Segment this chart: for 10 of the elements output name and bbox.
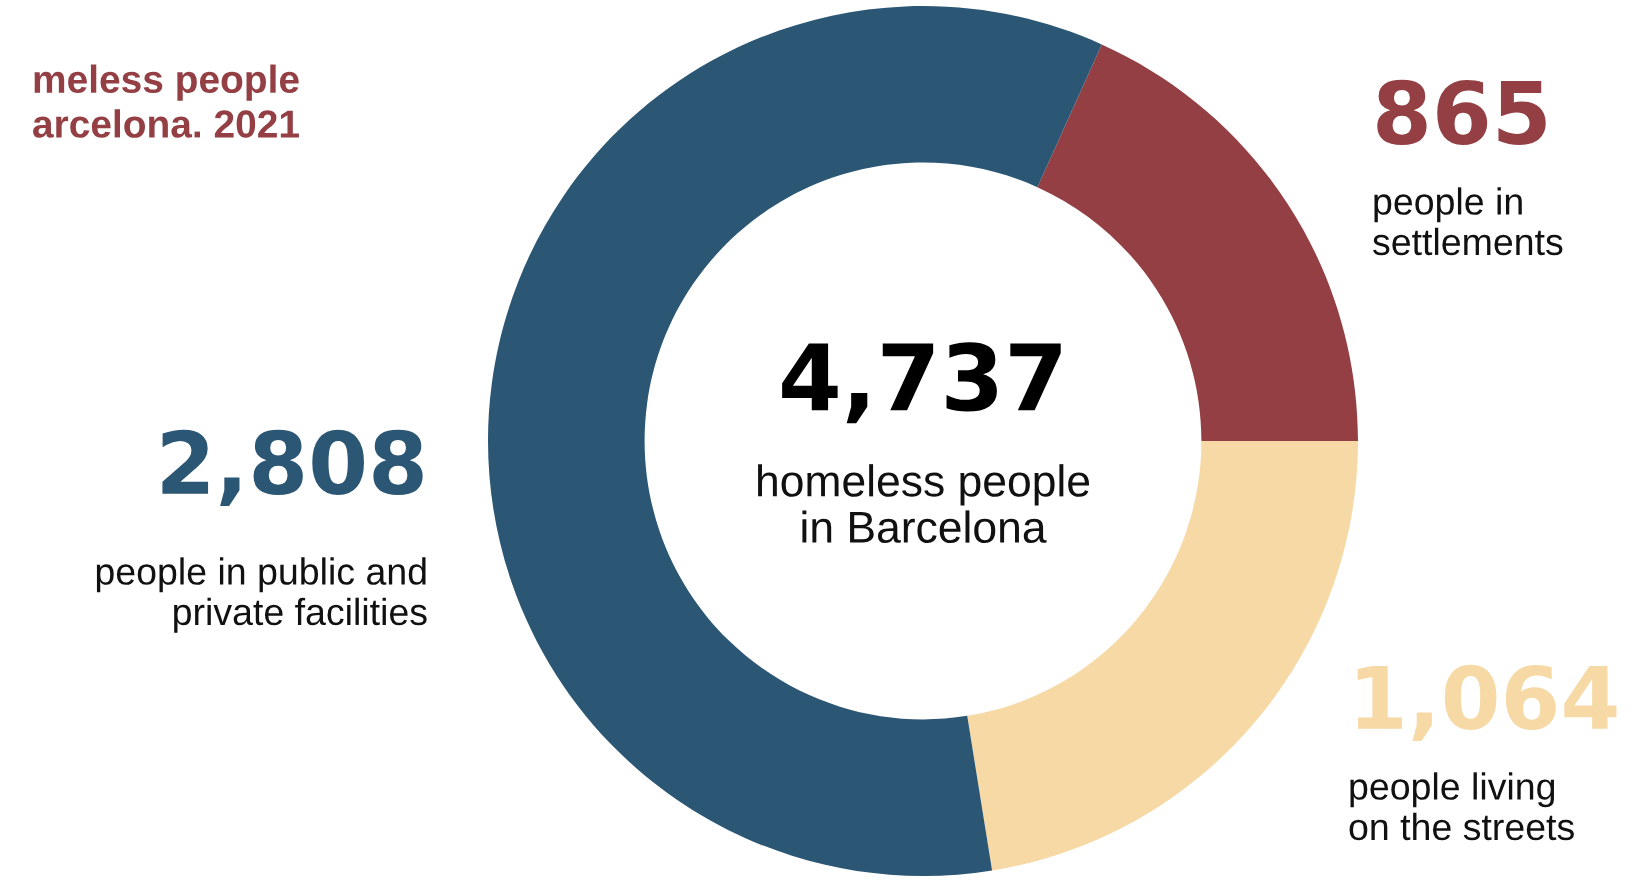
slice-label: people living on the streets: [1349, 772, 1574, 841]
slice-label: people in settlements: [1373, 187, 1563, 256]
text: meless people arcelona. 2021: [33, 64, 299, 138]
data-label: 865: [1377, 79, 1546, 145]
text: 4,737: [782, 342, 1061, 424]
text: homeless people in Barcelona: [758, 464, 1090, 544]
donut-slice: [488, 6, 1102, 876]
data-label: 1,064: [1357, 664, 1617, 741]
data-label: 2,808: [162, 429, 423, 506]
slice-label: people in public and private facilities: [96, 557, 427, 633]
